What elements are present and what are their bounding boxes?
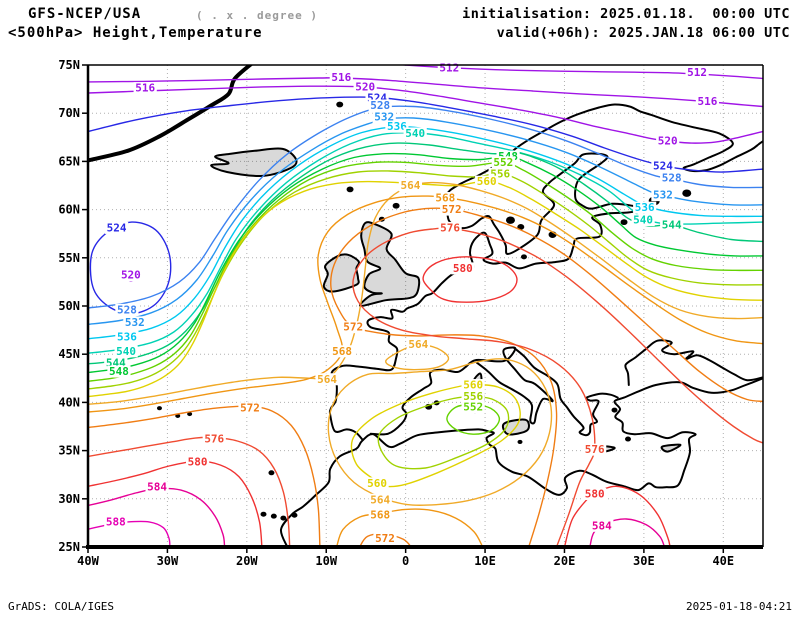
svg-text:564: 564 (317, 373, 337, 386)
svg-text:568: 568 (435, 192, 455, 205)
initialisation-time: initialisation: 2025.01.18. 00:00 UTC (462, 6, 790, 22)
svg-text:35N: 35N (58, 444, 80, 458)
svg-text:532: 532 (374, 111, 394, 124)
svg-text:568: 568 (332, 345, 352, 358)
valid-time: valid(+06h): 2025.JAN.18 06:00 UTC (496, 25, 790, 41)
level-variable-title: <500hPa> Height,Temperature (8, 25, 263, 41)
svg-text:548: 548 (109, 365, 129, 378)
svg-text:516: 516 (331, 71, 351, 84)
svg-text:564: 564 (400, 179, 420, 192)
svg-text:560: 560 (367, 477, 387, 490)
axis-ticks (82, 64, 725, 553)
svg-text:572: 572 (240, 402, 260, 415)
svg-text:576: 576 (585, 443, 605, 456)
svg-text:30E: 30E (633, 554, 655, 568)
svg-text:75N: 75N (58, 58, 80, 72)
svg-text:20W: 20W (236, 554, 258, 568)
svg-text:520: 520 (355, 81, 375, 94)
svg-text:60N: 60N (58, 203, 80, 217)
svg-text:520: 520 (121, 269, 141, 282)
svg-text:55N: 55N (58, 251, 80, 265)
height-contours (88, 65, 763, 547)
svg-text:30N: 30N (58, 492, 80, 506)
svg-text:540: 540 (116, 345, 136, 358)
coastlines (88, 65, 763, 547)
svg-text:588: 588 (106, 515, 126, 528)
svg-text:50N: 50N (58, 299, 80, 313)
svg-text:30W: 30W (157, 554, 179, 568)
svg-text:512: 512 (687, 66, 707, 79)
svg-text:70N: 70N (58, 106, 80, 120)
svg-text:528: 528 (662, 171, 682, 184)
svg-text:20E: 20E (554, 554, 576, 568)
svg-text:40N: 40N (58, 395, 80, 409)
svg-text:512: 512 (439, 61, 459, 74)
svg-text:528: 528 (370, 99, 390, 112)
svg-text:576: 576 (204, 433, 224, 446)
svg-text:25N: 25N (58, 540, 80, 554)
svg-text:516: 516 (135, 82, 155, 95)
svg-text:584: 584 (592, 519, 612, 532)
svg-text:0: 0 (402, 554, 409, 568)
svg-text:40E: 40E (712, 554, 734, 568)
svg-text:536: 536 (387, 120, 407, 133)
svg-text:536: 536 (635, 201, 655, 214)
svg-text:572: 572 (343, 321, 363, 334)
svg-text:536: 536 (117, 330, 137, 343)
svg-text:10W: 10W (315, 554, 337, 568)
svg-text:560: 560 (463, 379, 483, 392)
svg-text:45N: 45N (58, 347, 80, 361)
svg-text:516: 516 (697, 95, 717, 108)
render-timestamp: 2025-01-18-04:21 (686, 600, 792, 613)
svg-text:564: 564 (370, 493, 390, 506)
svg-text:540: 540 (633, 214, 653, 227)
svg-text:540: 540 (405, 127, 425, 140)
svg-text:572: 572 (442, 203, 462, 216)
svg-text:580: 580 (585, 487, 605, 500)
svg-text:524: 524 (107, 221, 127, 234)
grads-credit: GrADS: COLA/IGES (8, 600, 114, 613)
svg-text:568: 568 (370, 509, 390, 522)
svg-text:584: 584 (147, 481, 167, 494)
svg-text:560: 560 (477, 175, 497, 188)
grid-lines (88, 65, 763, 547)
svg-text:572: 572 (375, 532, 395, 545)
model-title: GFS-NCEP/USA (28, 6, 142, 22)
svg-text:10E: 10E (474, 554, 496, 568)
svg-text:532: 532 (125, 316, 145, 329)
svg-text:532: 532 (653, 189, 673, 202)
resolution-note: ( . x . degree ) (196, 9, 318, 22)
svg-text:552: 552 (463, 401, 483, 414)
svg-text:556: 556 (463, 390, 483, 403)
svg-text:580: 580 (453, 262, 473, 275)
svg-text:520: 520 (658, 135, 678, 148)
svg-text:528: 528 (117, 303, 137, 316)
contour-labels: 512 5125165165165205205205245245245285285… (104, 61, 720, 545)
svg-text:564: 564 (408, 338, 428, 351)
svg-text:552: 552 (493, 156, 513, 169)
svg-text:580: 580 (188, 456, 208, 469)
svg-text:576: 576 (440, 221, 460, 234)
svg-text:524: 524 (653, 160, 673, 173)
svg-text:544: 544 (662, 219, 682, 232)
svg-text:40W: 40W (77, 554, 99, 568)
svg-text:65N: 65N (58, 154, 80, 168)
